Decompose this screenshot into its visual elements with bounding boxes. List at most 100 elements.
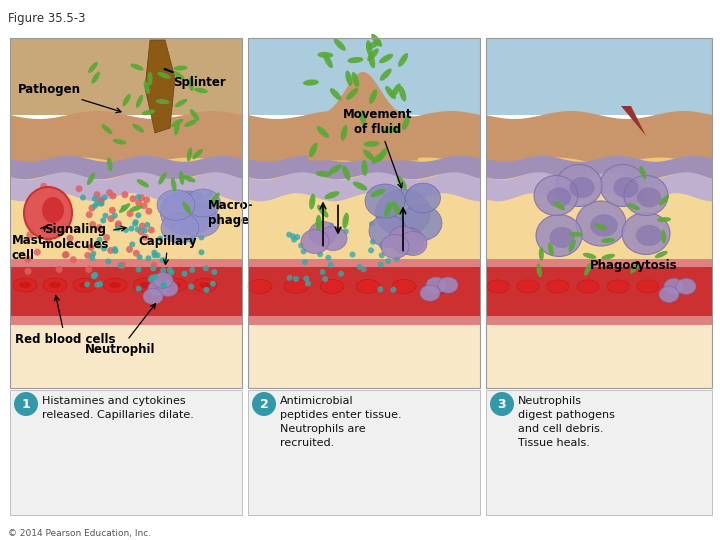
Text: Splinter: Splinter — [165, 69, 226, 89]
Circle shape — [96, 237, 102, 243]
Ellipse shape — [428, 279, 452, 293]
Circle shape — [96, 242, 102, 248]
Text: Mast
cell: Mast cell — [12, 226, 45, 262]
Ellipse shape — [330, 88, 342, 100]
Ellipse shape — [676, 279, 696, 294]
Circle shape — [349, 252, 356, 258]
Circle shape — [48, 209, 55, 216]
Ellipse shape — [570, 177, 595, 198]
Polygon shape — [10, 111, 242, 164]
Ellipse shape — [534, 176, 578, 215]
Bar — [10, 259, 242, 267]
Ellipse shape — [366, 40, 372, 56]
Ellipse shape — [487, 280, 509, 293]
Ellipse shape — [107, 158, 112, 171]
Circle shape — [123, 227, 129, 233]
Circle shape — [97, 281, 103, 287]
Ellipse shape — [317, 205, 328, 218]
Ellipse shape — [381, 234, 409, 259]
Circle shape — [181, 202, 186, 208]
Ellipse shape — [153, 272, 173, 288]
Bar — [10, 259, 242, 325]
Ellipse shape — [438, 277, 458, 293]
Ellipse shape — [576, 201, 626, 246]
Circle shape — [98, 197, 105, 204]
Ellipse shape — [398, 53, 408, 67]
Ellipse shape — [163, 278, 187, 292]
Ellipse shape — [659, 195, 669, 206]
Ellipse shape — [365, 184, 405, 218]
Circle shape — [379, 241, 384, 247]
Circle shape — [161, 282, 167, 288]
Bar — [248, 259, 480, 267]
Circle shape — [171, 222, 177, 228]
Circle shape — [135, 266, 142, 273]
Circle shape — [90, 251, 96, 256]
Circle shape — [298, 242, 304, 248]
Circle shape — [34, 249, 41, 256]
Text: Phagocytosis: Phagocytosis — [590, 259, 678, 272]
Ellipse shape — [356, 279, 380, 293]
Text: Histamines and cytokines: Histamines and cytokines — [42, 396, 186, 406]
Ellipse shape — [346, 88, 359, 100]
Ellipse shape — [171, 119, 184, 127]
Ellipse shape — [186, 189, 220, 217]
Ellipse shape — [420, 285, 440, 301]
Ellipse shape — [88, 62, 98, 73]
Circle shape — [211, 218, 217, 224]
Text: Neutrophils are: Neutrophils are — [280, 424, 366, 434]
Ellipse shape — [301, 230, 329, 253]
Text: Red blood cells: Red blood cells — [15, 296, 115, 346]
Ellipse shape — [517, 280, 539, 293]
Ellipse shape — [73, 278, 97, 292]
Circle shape — [92, 203, 98, 209]
Ellipse shape — [370, 189, 385, 197]
Ellipse shape — [639, 166, 647, 179]
Ellipse shape — [399, 232, 427, 255]
Ellipse shape — [156, 99, 170, 104]
Circle shape — [139, 222, 146, 230]
Ellipse shape — [590, 214, 618, 237]
Polygon shape — [10, 172, 242, 201]
Ellipse shape — [363, 150, 375, 161]
Ellipse shape — [186, 147, 192, 161]
Circle shape — [84, 281, 90, 287]
Ellipse shape — [343, 165, 351, 180]
Circle shape — [102, 194, 107, 200]
Ellipse shape — [24, 187, 72, 239]
Ellipse shape — [161, 213, 199, 243]
Ellipse shape — [351, 72, 359, 87]
Ellipse shape — [171, 178, 176, 192]
Circle shape — [303, 275, 310, 281]
Circle shape — [76, 185, 83, 192]
Circle shape — [142, 227, 148, 233]
Circle shape — [173, 219, 179, 225]
Ellipse shape — [112, 139, 127, 145]
Ellipse shape — [549, 227, 575, 248]
Ellipse shape — [319, 226, 347, 251]
Ellipse shape — [366, 40, 381, 49]
Circle shape — [132, 219, 139, 225]
Circle shape — [115, 225, 121, 232]
Circle shape — [145, 208, 153, 215]
Circle shape — [132, 221, 138, 227]
Circle shape — [24, 256, 31, 263]
Circle shape — [126, 246, 133, 253]
Ellipse shape — [637, 280, 659, 293]
Text: © 2014 Pearson Education, Inc.: © 2014 Pearson Education, Inc. — [8, 529, 151, 538]
Circle shape — [101, 246, 107, 252]
Ellipse shape — [397, 176, 407, 189]
Circle shape — [135, 212, 141, 218]
Circle shape — [160, 257, 166, 263]
Bar — [10, 38, 242, 388]
Circle shape — [63, 251, 70, 258]
Bar — [486, 38, 712, 115]
Circle shape — [27, 221, 35, 228]
Circle shape — [121, 205, 127, 211]
Circle shape — [14, 392, 38, 416]
Circle shape — [96, 198, 104, 205]
Circle shape — [55, 266, 63, 273]
Circle shape — [89, 205, 96, 212]
Circle shape — [379, 243, 385, 249]
Circle shape — [168, 269, 174, 275]
